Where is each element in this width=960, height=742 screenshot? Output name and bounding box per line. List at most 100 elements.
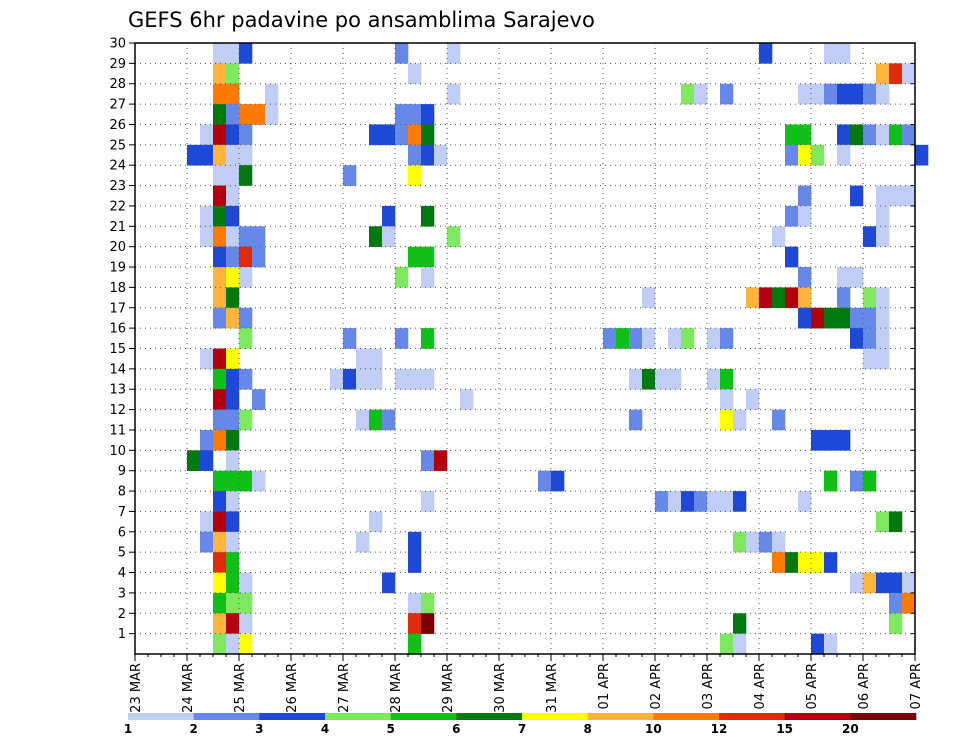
x-tick-label: 26 MAR	[285, 663, 300, 713]
y-tick-label: 18	[109, 281, 126, 296]
precip-cell	[902, 124, 916, 146]
precip-cell	[824, 633, 838, 655]
precip-cell	[408, 124, 422, 146]
precip-cell	[395, 124, 409, 146]
grid-lines	[135, 43, 915, 654]
precip-cell	[226, 429, 240, 451]
precip-cell	[863, 572, 877, 594]
precip-cell	[876, 348, 890, 370]
y-axis: 1234567891011121314151617181920212223242…	[109, 37, 915, 655]
precip-cell	[421, 592, 435, 614]
precip-cell	[213, 43, 227, 64]
precip-cell	[629, 409, 643, 431]
precip-cell	[668, 328, 682, 349]
y-tick-label: 24	[109, 159, 126, 174]
precip-cell	[733, 531, 747, 553]
heatmap-cells	[187, 43, 929, 655]
precip-cell	[200, 429, 214, 451]
precip-cell	[408, 165, 422, 186]
legend-swatch	[259, 713, 326, 720]
precip-cell	[681, 328, 695, 349]
precip-cell	[421, 368, 435, 390]
precip-cell	[369, 348, 383, 370]
precip-cell	[863, 83, 877, 105]
precip-cell	[850, 470, 864, 492]
precip-cell	[226, 348, 240, 370]
precip-cell	[213, 185, 227, 207]
precip-cell	[239, 124, 253, 146]
precip-cell	[239, 104, 253, 125]
legend-label: 8	[583, 722, 591, 736]
precip-cell	[772, 531, 786, 553]
precip-cell	[395, 368, 409, 390]
legend-swatch	[390, 713, 457, 720]
precip-cell	[824, 43, 838, 64]
precip-cell	[772, 226, 786, 247]
precip-cell	[421, 246, 435, 268]
precip-cell	[382, 572, 396, 594]
precip-cell	[447, 43, 461, 64]
color-legend: 1 2 3 4 5 6 7 8 10 12 15 20	[124, 713, 917, 736]
precip-cell	[798, 287, 812, 309]
precip-cell	[213, 63, 227, 85]
x-tick-label: 07 APR	[909, 663, 924, 709]
precip-cell	[226, 531, 240, 553]
y-tick-label: 19	[109, 261, 126, 276]
precip-cell	[447, 226, 461, 247]
precip-cell	[785, 144, 799, 166]
x-tick-label: 03 APR	[701, 663, 716, 709]
x-tick-label: 29 MAR	[441, 663, 456, 713]
precip-cell	[733, 633, 747, 655]
precip-cell	[213, 368, 227, 390]
precip-cell	[863, 287, 877, 309]
y-tick-label: 25	[109, 138, 126, 153]
precip-cell	[356, 348, 370, 370]
y-tick-label: 13	[109, 383, 126, 398]
precip-cell	[252, 389, 266, 410]
precip-cell	[863, 328, 877, 349]
precip-cell	[239, 613, 253, 634]
precip-cell	[811, 144, 825, 166]
precip-cell	[798, 205, 812, 227]
precip-cell	[408, 63, 422, 85]
precip-cell	[876, 511, 890, 533]
y-tick-label: 12	[109, 403, 126, 418]
legend-label: 12	[711, 722, 728, 736]
precip-cell	[213, 470, 227, 492]
precip-cell	[824, 552, 838, 573]
legend-label: 1	[124, 722, 132, 736]
precip-cell	[343, 368, 357, 390]
precip-cell	[200, 124, 214, 146]
y-tick-label: 15	[109, 342, 126, 357]
precip-cell	[421, 491, 435, 512]
y-tick-label: 2	[118, 607, 126, 622]
precip-cell	[733, 613, 747, 634]
precip-cell	[213, 124, 227, 146]
precip-cell	[226, 165, 240, 186]
chart-title: GEFS 6hr padavine po ansamblima Sarajevo	[128, 8, 595, 32]
legend-swatch	[325, 713, 391, 720]
x-tick-label: 06 APR	[857, 663, 872, 709]
precip-cell	[213, 531, 227, 553]
precip-cell	[421, 104, 435, 125]
precip-cell	[213, 429, 227, 451]
precip-cell	[798, 267, 812, 288]
precip-cell	[798, 307, 812, 329]
legend-swatch	[193, 713, 260, 720]
precip-cell	[720, 83, 734, 105]
precip-cell	[226, 144, 240, 166]
x-tick-label: 01 APR	[597, 663, 612, 709]
precip-cell	[239, 165, 253, 186]
precip-cell	[824, 307, 838, 329]
precip-cell	[733, 491, 747, 512]
legend-swatch	[784, 713, 851, 720]
precip-cell	[226, 368, 240, 390]
precip-cell	[200, 226, 214, 247]
precip-cell	[369, 368, 383, 390]
precip-cell	[239, 43, 253, 64]
precip-cell	[330, 368, 344, 390]
legend-label: 5	[386, 722, 394, 736]
precip-cell	[837, 287, 851, 309]
precip-cell	[239, 226, 253, 247]
precip-cell	[213, 389, 227, 410]
